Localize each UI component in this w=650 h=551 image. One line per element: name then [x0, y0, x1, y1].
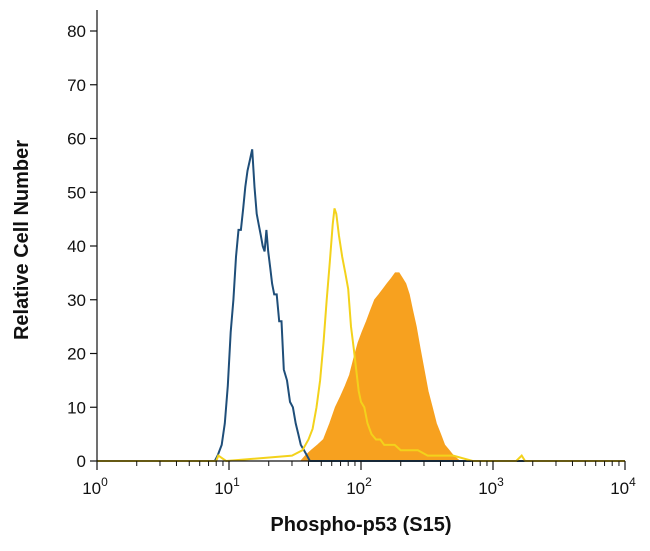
y-tick-label: 80 [67, 22, 86, 41]
y-tick-label: 50 [67, 183, 86, 202]
y-tick-label: 60 [67, 130, 86, 149]
series-0-line [97, 149, 625, 462]
y-tick-label: 70 [67, 76, 86, 95]
axes: 0 10 20 30 40 50 60 70 80 100 101 102 103 104 [67, 10, 636, 498]
y-tick-label: 30 [67, 291, 86, 310]
x-axis-title: Phospho-p53 (S15) [270, 514, 451, 536]
y-tick-label: 40 [67, 237, 86, 256]
x-tick-label: 103 [478, 475, 504, 498]
y-axis-title: Relative Cell Number [11, 140, 33, 340]
x-tick-label: 100 [82, 475, 108, 498]
y-tick-label: 20 [67, 345, 86, 364]
x-tick-label: 102 [346, 475, 372, 498]
y-ticks: 0 10 20 30 40 50 60 70 80 [67, 22, 97, 471]
x-ticks: 100 101 102 103 104 [82, 461, 636, 498]
series-1-line [97, 208, 625, 463]
plot-area [97, 149, 625, 463]
series-2-area [97, 272, 625, 462]
x-tick-label: 104 [610, 475, 636, 498]
x-tick-label: 101 [214, 475, 240, 498]
y-tick-label: 0 [77, 452, 86, 471]
y-tick-label: 10 [67, 398, 86, 417]
